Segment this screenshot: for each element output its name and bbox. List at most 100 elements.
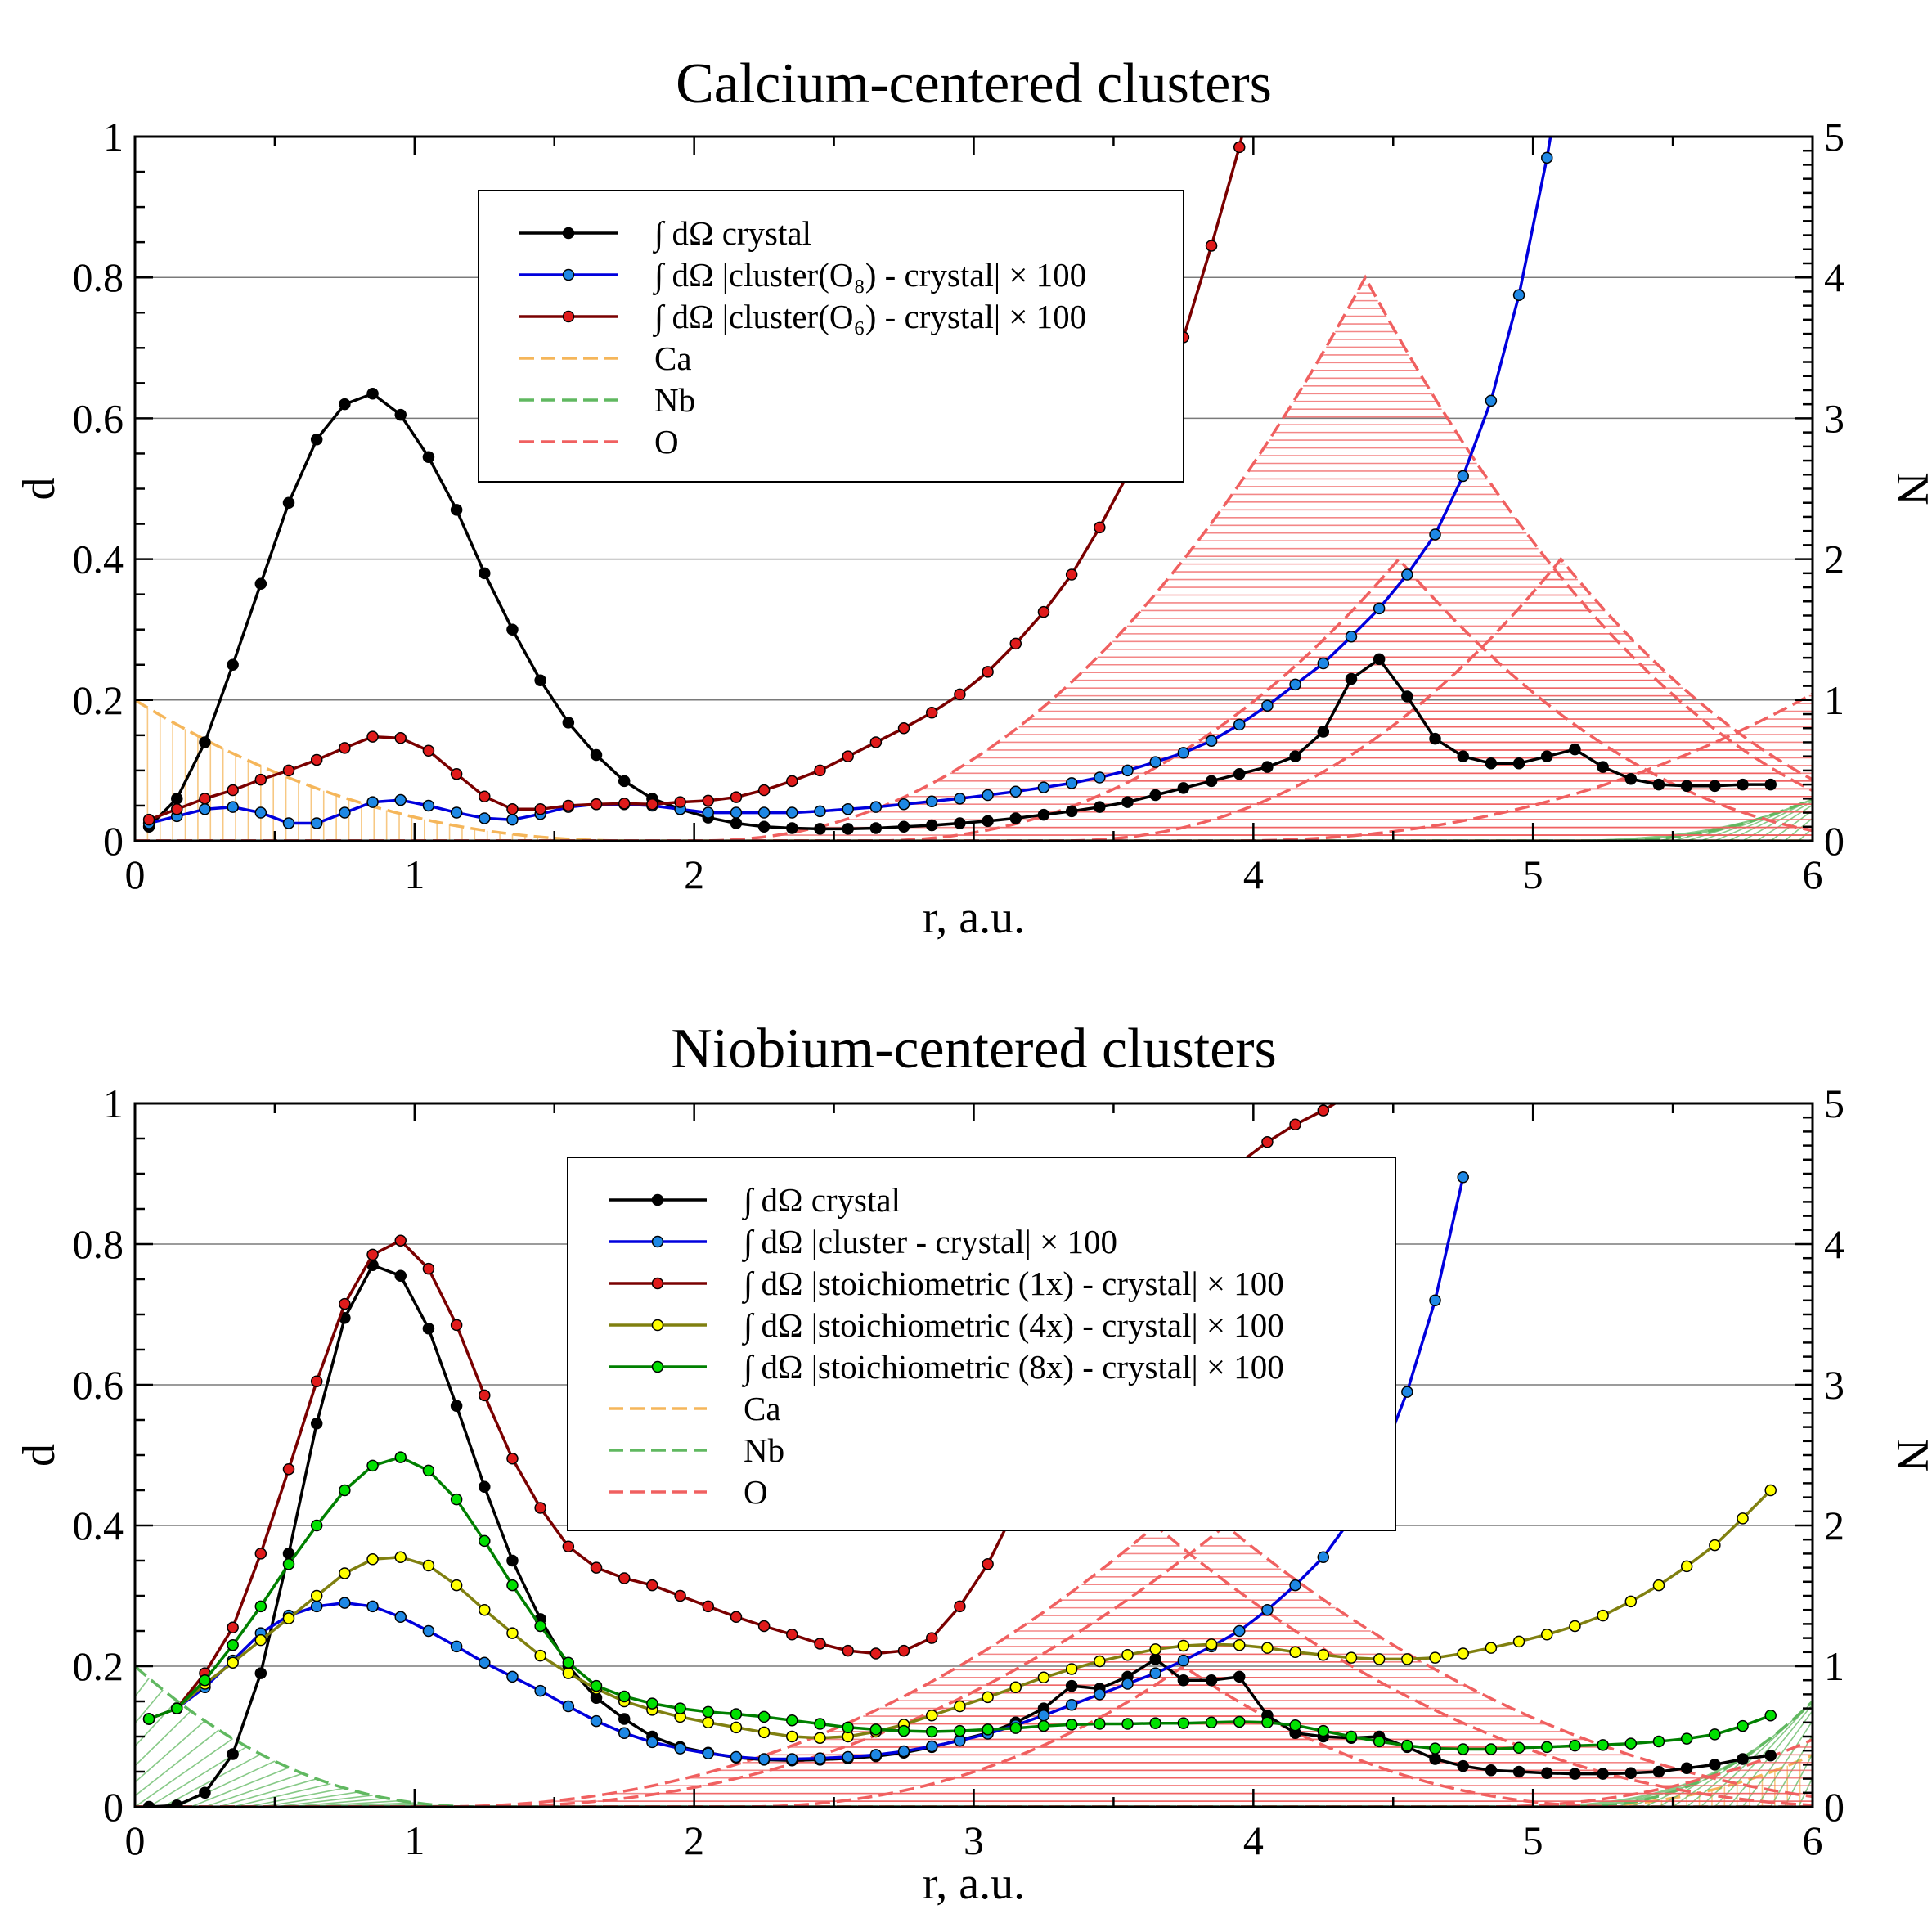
- data-point: [199, 1786, 211, 1799]
- x-tick-label: 1: [404, 1817, 425, 1863]
- data-point: [1037, 808, 1050, 821]
- data-point: [310, 1375, 323, 1387]
- data-point: [282, 764, 295, 777]
- data-point: [1317, 1551, 1330, 1563]
- data-point: [702, 806, 715, 819]
- data-point: [869, 736, 883, 748]
- data-point: [366, 388, 379, 400]
- data-point: [506, 813, 519, 826]
- hatch-line: [1911, 734, 1932, 841]
- hatch-line: [135, 1700, 177, 1747]
- data-point: [1485, 394, 1498, 407]
- data-point: [227, 658, 239, 671]
- data-point: [199, 793, 211, 805]
- hatch-line: [1714, 1701, 1813, 1807]
- y2-tick-label: 4: [1824, 1221, 1844, 1267]
- y-tick-label: 0.4: [73, 1503, 124, 1548]
- data-point: [310, 817, 323, 829]
- chart-panel-1: 0 1 2 4 5 600.20.40.60.81012345Calcium-center…: [14, 52, 1932, 943]
- data-point: [1205, 735, 1218, 747]
- data-point: [590, 1679, 603, 1692]
- data-point: [1737, 1512, 1749, 1525]
- data-point: [534, 1620, 546, 1633]
- data-point: [1149, 1667, 1161, 1679]
- data-point: [757, 1753, 771, 1765]
- y2-axis: 0 1 2 3 4 5: [1795, 114, 1844, 864]
- data-point: [1345, 1651, 1358, 1664]
- legend-item: ∫ dΩ |stoichiometric (4x) - crystal| × 1…: [609, 1306, 1284, 1346]
- data-point: [562, 717, 575, 729]
- data-point: [618, 1572, 631, 1584]
- data-point: [1065, 777, 1078, 789]
- data-point: [1233, 1715, 1246, 1728]
- data-point: [590, 1561, 603, 1574]
- data-point: [1345, 1730, 1358, 1743]
- data-point: [254, 577, 267, 590]
- data-point: [1652, 1735, 1665, 1748]
- y2-axis-label: N: [1887, 1439, 1932, 1471]
- hatch-line: [274, 1795, 373, 1807]
- data-point: [1289, 1118, 1301, 1131]
- data-point: [702, 1600, 715, 1613]
- data-point: [450, 806, 463, 819]
- data-point: [897, 721, 910, 735]
- data-point: [394, 793, 407, 806]
- element-curve-o: [135, 556, 1813, 841]
- data-point: [1401, 568, 1413, 581]
- data-point: [1065, 1679, 1078, 1692]
- data-point: [227, 784, 239, 797]
- legend-label: Nb: [654, 381, 695, 419]
- data-point: [590, 748, 603, 762]
- legend-item: Nb: [519, 381, 695, 419]
- y2-tick-label: 1: [1824, 677, 1844, 723]
- data-point: [1261, 1642, 1274, 1654]
- data-point: [1652, 1579, 1665, 1592]
- hatch-line: [1925, 1714, 1932, 1807]
- data-point: [618, 775, 631, 788]
- data-point: [618, 1727, 631, 1739]
- data-point: [1094, 771, 1106, 784]
- data-point: [199, 803, 211, 815]
- x-tick-label: 5: [1523, 851, 1543, 897]
- element-series-o: [135, 1523, 1813, 1807]
- data-point: [199, 1674, 211, 1687]
- hatch-line: [0, 1721, 65, 1807]
- data-point: [1205, 1716, 1218, 1729]
- data-point: [422, 744, 435, 757]
- data-point: [1009, 1681, 1022, 1694]
- y-tick-label: 0.8: [73, 1221, 124, 1267]
- data-point: [1429, 1294, 1441, 1307]
- hatch-line: [0, 1746, 23, 1807]
- data-point: [1429, 732, 1441, 745]
- data-point: [954, 1600, 966, 1613]
- data-point: [479, 1603, 491, 1616]
- series-1: [142, 388, 1777, 835]
- data-point: [1317, 1104, 1330, 1117]
- data-point: [310, 1519, 323, 1532]
- x-axis: 0 1 2 3 4 5 6: [125, 1103, 1823, 1863]
- data-point: [1037, 781, 1050, 793]
- data-point: [254, 1633, 267, 1647]
- data-point: [506, 1554, 519, 1567]
- data-point: [730, 1708, 743, 1720]
- data-point: [897, 1724, 910, 1737]
- data-point: [730, 1611, 743, 1624]
- x-tick-label: 4: [1243, 851, 1264, 897]
- data-point: [1457, 750, 1469, 762]
- data-point: [1624, 1767, 1638, 1779]
- y-tick-label: 1: [103, 114, 124, 160]
- data-point: [982, 1723, 994, 1736]
- hatch-o: [1359, 694, 1813, 836]
- data-point: [422, 1464, 435, 1477]
- legend-marker: [651, 1193, 664, 1206]
- data-point: [1037, 1709, 1050, 1722]
- data-point: [786, 1629, 798, 1641]
- data-point: [1541, 1741, 1553, 1754]
- x-tick-label: 2: [684, 851, 704, 897]
- data-point: [1149, 789, 1161, 802]
- data-point: [1009, 785, 1022, 798]
- data-point: [282, 1612, 295, 1624]
- data-point: [1512, 1635, 1525, 1648]
- data-point: [1485, 1764, 1498, 1777]
- data-point: [254, 1667, 267, 1679]
